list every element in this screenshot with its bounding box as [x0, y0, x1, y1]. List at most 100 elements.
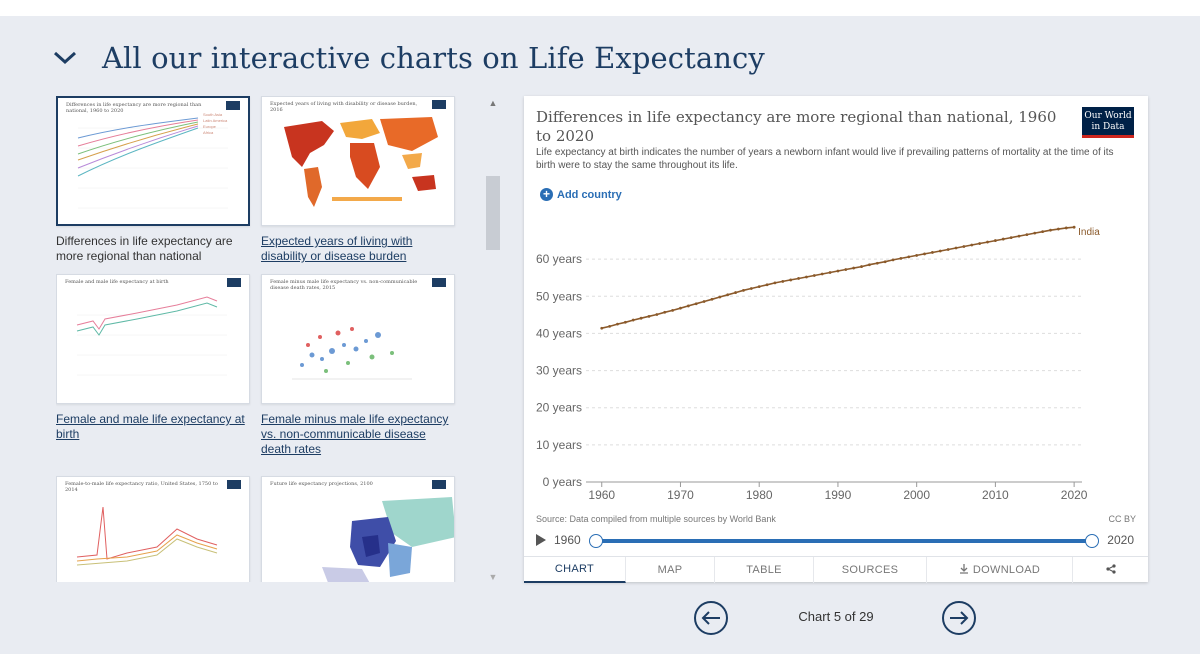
timeline-start: 1960 [554, 533, 581, 547]
logo-line-1: Our World [1084, 111, 1132, 121]
data-point [852, 266, 856, 270]
chart-title: Differences in life expectancy are more … [536, 108, 1057, 145]
page-title: All our interactive charts on Life Expec… [102, 41, 765, 75]
y-tick-label: 40 years [536, 326, 582, 340]
owid-logo-icon [227, 278, 241, 287]
download-icon [959, 563, 969, 577]
data-point [970, 243, 974, 247]
y-tick-label: 30 years [536, 364, 582, 378]
data-point [694, 302, 698, 306]
share-button[interactable] [1073, 557, 1148, 583]
scroll-up-icon[interactable]: ▲ [488, 98, 498, 108]
thumbnail-title: Female minus male life expectancy vs. no… [270, 279, 418, 291]
thumbnail[interactable]: Future life expectancy projections, 2100 [261, 476, 455, 582]
thumbnail-map [284, 117, 438, 207]
timeline-track[interactable] [596, 539, 1092, 543]
data-point [734, 291, 737, 294]
data-point [623, 320, 627, 324]
chevron-down-icon[interactable] [50, 43, 80, 73]
thumbnail[interactable]: Female minus male life expectancy vs. no… [261, 274, 455, 404]
life-expectancy-chart: 0 years 10 years 20 years 30 years 40 years 5… [536, 225, 1100, 502]
svg-text:Europe: Europe [203, 124, 217, 129]
timeline-slider[interactable]: 1960 2020 [536, 532, 1136, 550]
thumbnail-title: Female and male life expectancy at birth [65, 279, 169, 285]
data-point [836, 269, 840, 273]
data-point [765, 283, 769, 287]
thumbnail-chart [76, 506, 218, 566]
data-point [1049, 228, 1052, 232]
thumbnail[interactable]: Expected years of living with disability… [261, 96, 455, 226]
license-link[interactable]: CC BY [1108, 514, 1136, 524]
thumbnail[interactable]: Differences in life expectancy are more … [56, 96, 250, 226]
data-point [663, 310, 667, 314]
data-point [742, 288, 745, 292]
thumbnail[interactable]: Female and male life expectancy at birth [56, 274, 250, 404]
scroll-down-icon[interactable]: ▼ [488, 572, 498, 582]
arrow-right-icon [950, 611, 969, 625]
data-point [899, 257, 903, 260]
y-tick-label: 60 years [536, 252, 582, 266]
play-icon[interactable] [536, 534, 546, 546]
data-point [671, 309, 675, 312]
timeline-start-handle[interactable] [589, 534, 603, 548]
data-point [749, 287, 753, 290]
chart-counter: Chart 5 of 29 [798, 609, 874, 624]
tab-map[interactable]: MAP [626, 557, 715, 583]
data-point [962, 245, 966, 248]
tab-label: DOWNLOAD [972, 564, 1041, 576]
gallery-card[interactable]: Differences in life expectancy are more … [56, 96, 250, 264]
section-header[interactable]: All our interactive charts on Life Expec… [50, 36, 765, 80]
data-point [1064, 226, 1068, 230]
owid-logo-icon [226, 101, 240, 110]
gallery-card[interactable]: Expected years of living with disability… [261, 96, 455, 264]
data-point [600, 326, 604, 330]
tab-download[interactable]: DOWNLOAD [927, 557, 1073, 583]
data-point [797, 277, 800, 280]
owid-logo-icon [432, 278, 446, 287]
tab-table[interactable]: TABLE [715, 557, 814, 583]
thumbnail-caption-link[interactable]: Expected years of living with disability… [261, 234, 413, 263]
svg-text:Africa: Africa [203, 130, 214, 135]
gallery-card[interactable]: Female and male life expectancy at birth… [56, 274, 250, 442]
data-point [718, 295, 722, 299]
data-point [1072, 225, 1076, 229]
data-point [820, 272, 824, 276]
data-point [1017, 234, 1021, 238]
data-point [1009, 236, 1013, 239]
gallery-scrollbar[interactable] [486, 96, 500, 586]
previous-chart-button[interactable] [694, 601, 728, 635]
logo-line-2: in Data [1091, 122, 1125, 132]
top-bar [0, 0, 1200, 16]
add-country-button[interactable]: + Add country [540, 188, 622, 201]
owid-logo[interactable]: Our World in Data [1082, 107, 1134, 138]
tab-chart[interactable]: CHART [524, 557, 626, 583]
svg-text:South Asia: South Asia [203, 112, 223, 117]
chart-tabs: CHART MAP TABLE SOURCES DOWNLOAD [524, 556, 1148, 583]
data-point [757, 285, 761, 289]
data-point [923, 252, 926, 256]
data-point [978, 242, 982, 245]
data-point [1056, 227, 1060, 231]
data-point [631, 318, 635, 322]
next-chart-button[interactable] [942, 601, 976, 635]
data-point [954, 246, 958, 250]
y-tick-label: 20 years [536, 401, 582, 415]
thumbnail[interactable]: Female-to-male life expectancy ratio, Un… [56, 476, 250, 582]
chart-gallery: Differences in life expectancy are more … [56, 96, 476, 582]
x-tick-label: 1980 [746, 488, 773, 502]
data-point [789, 278, 793, 282]
tab-sources[interactable]: SOURCES [814, 557, 927, 583]
thumbnail-caption-link[interactable]: Female minus male life expectancy vs. no… [261, 412, 449, 456]
gallery-card[interactable]: Female-to-male life expectancy ratio, Un… [56, 476, 250, 582]
x-tick-label: 1970 [667, 488, 694, 502]
tab-label: CHART [554, 563, 595, 575]
data-point [875, 261, 879, 265]
scrollbar-thumb[interactable] [486, 176, 500, 250]
gallery-card[interactable]: Female minus male life expectancy vs. no… [261, 274, 455, 457]
x-tick-label: 1960 [588, 488, 615, 502]
thumbnail-caption-link[interactable]: Female and male life expectancy at birth [56, 412, 245, 441]
timeline-end-handle[interactable] [1085, 534, 1099, 548]
timeline-end: 2020 [1107, 533, 1134, 547]
data-point [773, 281, 777, 285]
gallery-card[interactable]: Future life expectancy projections, 2100 [261, 476, 455, 582]
